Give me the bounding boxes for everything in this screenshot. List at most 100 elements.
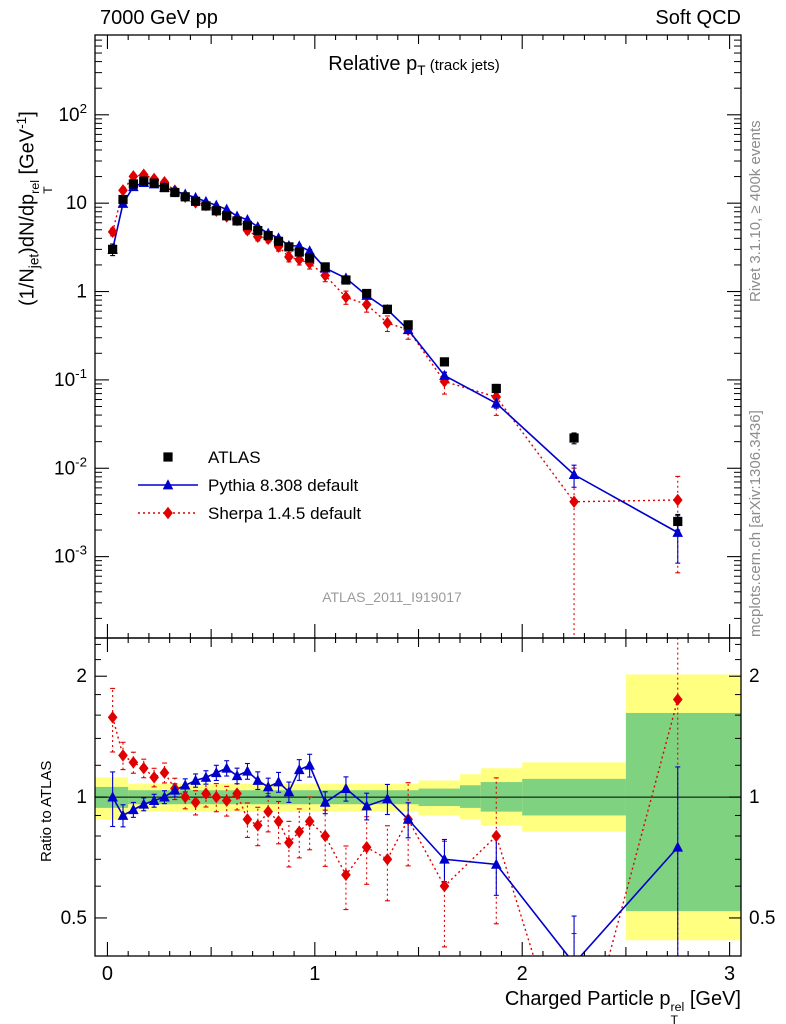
marker-square	[382, 304, 393, 314]
x-axis-label: Charged Particle p rel T [GeV]	[505, 988, 741, 1024]
beam-energy-label: 7000 GeV pp	[100, 7, 218, 29]
marker-diamond	[107, 711, 118, 724]
marker-square	[491, 383, 501, 394]
marker-diamond	[569, 495, 579, 508]
ylabel-part: T	[41, 186, 56, 194]
marker-triangle	[190, 774, 201, 785]
marker-diamond	[672, 693, 683, 706]
x-tick-label: 0	[102, 963, 113, 985]
marker-diamond	[491, 390, 502, 404]
legend-label: ATLAS	[208, 448, 261, 467]
marker-triangle	[221, 762, 232, 773]
marker-triangle	[242, 765, 253, 776]
marker-triangle	[107, 791, 118, 802]
main-y-tick-label: 10	[66, 193, 87, 214]
marker-diamond	[341, 868, 351, 882]
marker-square	[170, 187, 180, 198]
xlabel-part: [GeV]	[684, 988, 741, 1010]
marker-diamond	[190, 796, 201, 809]
marker-diamond	[382, 316, 393, 330]
marker-triangle	[148, 794, 160, 805]
marker-square	[201, 201, 211, 211]
marker-diamond	[118, 749, 128, 762]
marker-square	[253, 225, 263, 236]
marker-square	[673, 516, 683, 527]
marker-triangle	[162, 479, 174, 490]
plot-title-sub: T	[417, 63, 426, 78]
marker-triangle	[340, 782, 352, 793]
legend: ATLAS Pythia 8.308 default Sherpa 1.4.5 de…	[138, 448, 361, 523]
marker-square	[149, 178, 159, 188]
marker-diamond	[491, 829, 502, 843]
marker-square	[439, 357, 450, 367]
ratio-y-tick-label-right: 0.5	[749, 908, 775, 929]
main-y-tick-label: 102	[58, 101, 87, 126]
marker-triangle	[361, 800, 372, 811]
marker-diamond	[211, 790, 222, 804]
marker-diamond	[138, 762, 149, 775]
ratio-panel-series	[107, 638, 684, 956]
legend-label: Sherpa 1.4.5 default	[208, 504, 361, 523]
marker-triangle	[293, 763, 305, 775]
marker-square	[232, 216, 242, 226]
marker-square	[118, 194, 128, 205]
x-tick-label: 1	[309, 963, 320, 985]
marker-square	[242, 220, 253, 231]
ylabel-part: jet	[26, 253, 42, 269]
marker-diamond	[284, 250, 294, 264]
marker-diamond	[252, 819, 263, 832]
mcplots-attribution-note: mcplots.cern.ch [arXiv:1306.3436]	[747, 410, 764, 637]
marker-diamond	[284, 836, 294, 849]
marker-diamond	[118, 184, 128, 197]
marker-square	[139, 176, 149, 186]
marker-square	[190, 196, 201, 206]
marker-square	[569, 433, 579, 443]
xlabel-part: T	[670, 1012, 679, 1024]
marker-square	[211, 206, 221, 216]
marker-square	[284, 242, 294, 252]
marker-triangle	[490, 858, 502, 869]
marker-diamond	[263, 805, 273, 818]
marker-triangle	[402, 813, 414, 824]
legend-label: Pythia 8.308 default	[208, 476, 359, 495]
main-panel-series	[107, 168, 684, 638]
plot-title-main: Relative p	[328, 53, 418, 75]
green-band-step	[459, 785, 481, 808]
marker-square	[403, 320, 413, 330]
marker-square	[273, 236, 284, 246]
marker-diamond	[439, 879, 450, 893]
marker-square	[320, 262, 330, 272]
marker-triangle	[179, 779, 191, 790]
marker-triangle	[252, 774, 264, 785]
marker-triangle	[211, 766, 222, 778]
xlabel-part: rel	[670, 999, 685, 1014]
green-band-step	[625, 712, 741, 912]
ylabel-part: ]	[16, 111, 39, 117]
main-y-tick-label: 1	[76, 282, 87, 303]
marker-diamond	[304, 815, 315, 828]
marker-square	[341, 275, 351, 285]
marker-triangle	[439, 853, 450, 864]
series-line	[111, 181, 679, 534]
marker-diamond	[341, 290, 351, 304]
marker-triangle	[128, 803, 139, 815]
plot-title: Relative pT (track jets)	[328, 53, 499, 78]
marker-diamond	[128, 756, 139, 769]
marker-triangle	[319, 796, 331, 807]
marker-square	[263, 230, 273, 241]
marker-diamond	[242, 813, 253, 826]
marker-diamond	[159, 766, 170, 779]
marker-triangle	[159, 791, 170, 802]
marker-triangle	[117, 809, 129, 820]
ratio-y-tick-label-right: 1	[749, 787, 760, 808]
plot-title-note: (track jets)	[425, 57, 500, 74]
marker-diamond	[294, 825, 305, 838]
marker-triangle	[283, 786, 295, 797]
marker-triangle	[138, 798, 150, 809]
marker-diamond	[107, 225, 118, 239]
marker-diamond	[273, 815, 284, 828]
x-tick-label: 2	[517, 963, 528, 985]
marker-square	[108, 244, 118, 254]
rivet-version-note: Rivet 3.1.10, ≥ 400k events	[747, 120, 764, 302]
marker-square	[128, 179, 138, 189]
